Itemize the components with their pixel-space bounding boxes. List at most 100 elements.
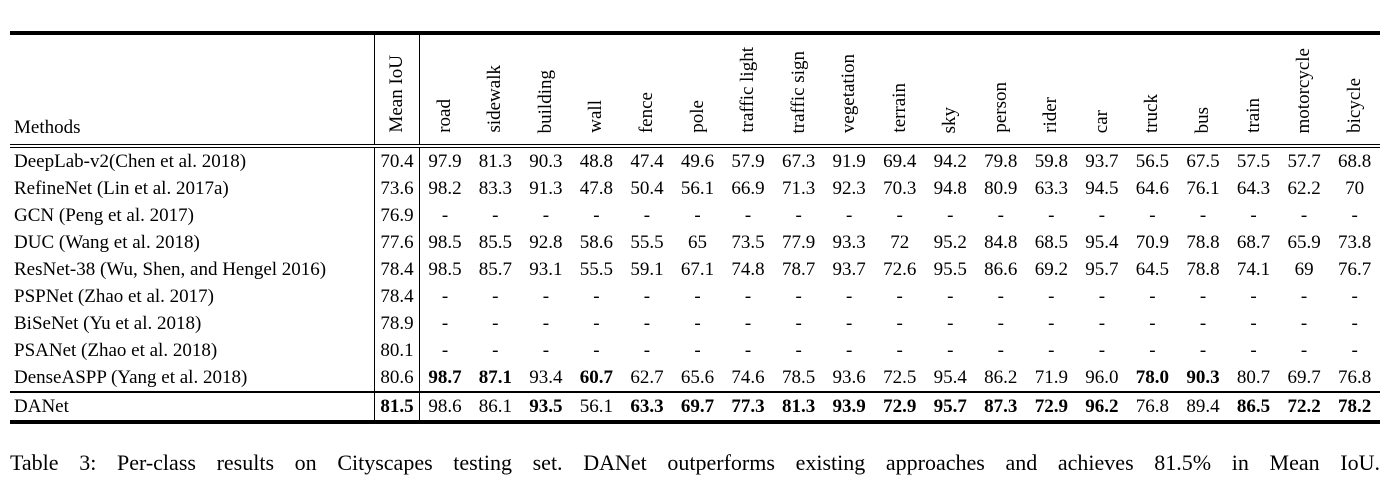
value-cell: - — [694, 205, 701, 226]
value-cell: 72.9 — [1026, 391, 1077, 422]
col-header-rider: rider — [1026, 33, 1077, 148]
value-cell: 85.5 — [478, 232, 512, 253]
value-cell: - — [1199, 313, 1207, 334]
table-row-deeplab-v2(chen: DeepLab-v2(Chen et al. 2018) 70.4 97.9 81.3… — [10, 146, 1380, 175]
value-cell: 95.7 — [1085, 259, 1119, 280]
value-cell: - — [1351, 313, 1358, 334]
value-cell: - — [1351, 286, 1358, 307]
value-cell: 74.1 — [1236, 259, 1271, 280]
value-cell: - — [1300, 313, 1308, 334]
col-header-building: building — [520, 33, 572, 148]
col-header-label: sidewalk — [484, 65, 506, 133]
value-cell: 81.5 — [374, 391, 420, 422]
value-cell: - — [1048, 340, 1055, 361]
value-cell: - — [1351, 205, 1358, 226]
value-cell: - — [1149, 205, 1156, 226]
value-cell: - — [896, 286, 903, 307]
value-cell: 83.3 — [478, 178, 512, 199]
col-header-pole: pole — [672, 33, 723, 148]
value-cell: - — [1250, 286, 1257, 307]
value-cell: 87.3 — [975, 391, 1027, 422]
col-header-label: fence — [635, 91, 657, 133]
value-cell: 78.0 — [1135, 367, 1170, 388]
value-cell: 92.8 — [529, 232, 563, 253]
value-cell: 59.8 — [1034, 151, 1068, 172]
value-cell: 55.5 — [579, 259, 614, 280]
value-cell: 50.4 — [630, 178, 664, 199]
value-cell: - — [845, 313, 853, 334]
value-cell: - — [593, 286, 600, 307]
col-header-motorcycle: motorcycle — [1278, 33, 1330, 148]
value-cell: - — [643, 313, 651, 334]
value-cell: 47.4 — [630, 151, 664, 172]
value-cell: 67.1 — [680, 259, 715, 280]
value-cell: 79.8 — [984, 151, 1018, 172]
col-header-label: train — [1242, 98, 1264, 133]
value-cell: 76.8 — [1127, 391, 1178, 422]
value-cell: 95.2 — [933, 232, 967, 253]
value-cell: 62.7 — [630, 367, 664, 388]
value-cell: - — [694, 340, 701, 361]
value-cell: 93.4 — [529, 367, 563, 388]
col-header-label: road — [434, 99, 456, 133]
value-cell: 96.2 — [1076, 391, 1128, 422]
value-cell: - — [744, 313, 752, 334]
value-cell: 95.4 — [1085, 232, 1119, 253]
value-cell: 56.1 — [571, 391, 622, 422]
value-cell: - — [795, 286, 802, 307]
col-header-train: train — [1228, 33, 1279, 148]
value-cell: 71.3 — [781, 178, 816, 199]
value-cell: 72.5 — [883, 367, 917, 388]
value-cell: 57.5 — [1236, 151, 1271, 172]
value-cell: - — [492, 286, 499, 307]
value-cell: - — [492, 205, 499, 226]
value-cell: - — [795, 313, 802, 334]
value-cell: 78.4 — [374, 283, 420, 310]
value-cell: 80.9 — [984, 178, 1018, 199]
value-cell: 93.6 — [832, 367, 866, 388]
value-cell: 76.9 — [374, 202, 420, 229]
value-cell: 70.4 — [374, 146, 420, 175]
value-cell: - — [1300, 205, 1308, 226]
value-cell: 64.6 — [1135, 178, 1170, 199]
results-table: Methods Mean IoU road sidewalk building wall… — [10, 31, 1380, 424]
col-header-vegetation: vegetation — [823, 33, 875, 148]
value-cell: 65 — [688, 232, 707, 253]
method-cell: ResNet-38 (Wu, Shen, and Hengel 2016) — [10, 256, 375, 283]
value-cell: 92.3 — [832, 178, 866, 199]
col-header-label: traffic light — [737, 47, 759, 133]
value-cell: 72.2 — [1278, 391, 1330, 422]
value-cell: 98.6 — [419, 391, 471, 422]
value-cell: - — [694, 286, 701, 307]
method-cell: DUC (Wang et al. 2018) — [10, 229, 375, 256]
value-cell: 98.5 — [428, 259, 462, 280]
value-cell: 55.5 — [630, 232, 664, 253]
value-cell: - — [947, 340, 954, 361]
header-row: Methods Mean IoU road sidewalk building wall… — [10, 33, 1380, 148]
col-header-sky: sky — [924, 33, 976, 148]
value-cell: 86.5 — [1228, 391, 1279, 422]
value-cell: 93.1 — [529, 259, 563, 280]
value-cell: 78.8 — [1186, 232, 1220, 253]
value-cell: - — [1250, 340, 1257, 361]
value-cell: - — [1199, 205, 1207, 226]
col-header-mean-iou: Mean IoU — [374, 33, 420, 148]
value-cell: 76.1 — [1186, 178, 1220, 199]
value-cell: 98.5 — [428, 232, 462, 253]
value-cell: 94.5 — [1085, 178, 1119, 199]
value-cell: 90.3 — [529, 151, 563, 172]
value-cell: - — [896, 313, 903, 334]
value-cell: 74.6 — [731, 367, 765, 388]
table-row-refinenet: RefineNet (Lin et al. 2017a) 73.6 98.2 83.3… — [10, 175, 1380, 202]
value-cell: 69.7 — [672, 391, 723, 422]
value-cell: - — [795, 340, 802, 361]
table-header: Methods Mean IoU road sidewalk building wall… — [10, 33, 1380, 148]
col-header-bus: bus — [1177, 33, 1229, 148]
value-cell: - — [542, 340, 550, 361]
value-cell: 76.7 — [1338, 259, 1372, 280]
value-cell: 78.7 — [781, 259, 816, 280]
value-cell: - — [1098, 340, 1106, 361]
value-cell: - — [694, 313, 701, 334]
col-header-traffic-light: traffic light — [722, 33, 774, 148]
value-cell: - — [997, 205, 1004, 226]
